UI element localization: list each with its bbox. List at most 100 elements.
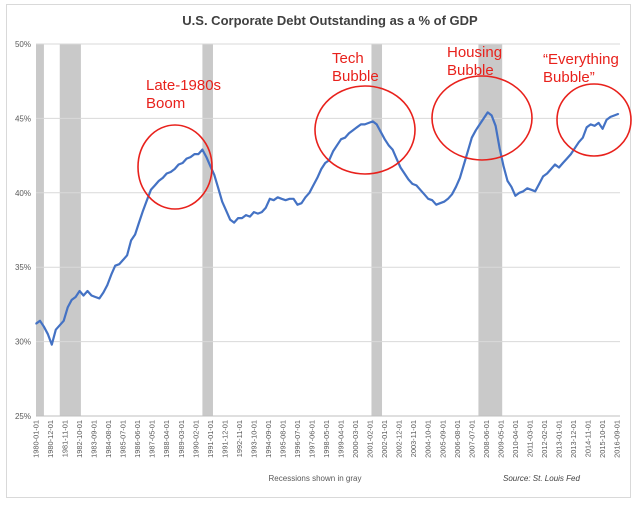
x-tick-label-10: 1989-03-01 [177, 420, 186, 458]
x-tick-label-20: 1998-05-01 [322, 420, 331, 458]
data-point [134, 233, 136, 236]
data-point [506, 180, 509, 182]
x-tick-label-21: 1999-04-01 [337, 420, 346, 458]
data-point [205, 156, 208, 158]
data-point [150, 189, 152, 191]
annotation-ellipse [431, 75, 533, 161]
data-point [498, 147, 501, 149]
data-point [78, 290, 81, 292]
data-point [391, 148, 394, 151]
data-point [439, 202, 441, 204]
data-point [399, 166, 402, 169]
x-tick-label-12: 1991-01-01 [206, 420, 215, 458]
data-point [411, 183, 414, 185]
data-point [546, 172, 548, 175]
x-tick-label-27: 2004-10-01 [424, 420, 433, 458]
annotation-label: Bubble [447, 62, 494, 79]
data-point [372, 120, 374, 123]
data-point [265, 206, 267, 209]
x-tick-label-7: 1986-06-01 [133, 420, 142, 458]
data-point [451, 193, 453, 196]
data-point [471, 136, 473, 139]
data-point [562, 162, 564, 164]
plot-area [35, 111, 620, 346]
x-tick-label-1: 1980-12-01 [46, 420, 55, 458]
data-point [566, 157, 568, 160]
data-point [154, 184, 156, 187]
x-tick-label-6: 1985-07-01 [119, 420, 128, 458]
data-point [276, 196, 279, 199]
x-tick-label-32: 2009-05-01 [496, 420, 505, 458]
x-tick-label-0: 1980-01-01 [32, 420, 41, 458]
data-point [364, 123, 366, 126]
y-tick-label-5: 50% [15, 40, 31, 49]
annotation-ellipse [137, 124, 213, 210]
x-tick-label-17: 1995-08-01 [278, 420, 287, 458]
x-tick-label-13: 1991-12-01 [220, 420, 229, 458]
x-tick-label-33: 2010-04-01 [511, 420, 520, 458]
series-line-0 [35, 111, 619, 346]
x-tick-label-36: 2013-01-01 [554, 420, 563, 458]
data-point [467, 150, 469, 152]
annotation-label: Tech [332, 50, 364, 67]
data-point [582, 136, 584, 139]
data-point [296, 203, 299, 206]
data-point [490, 114, 493, 117]
data-point [502, 165, 505, 167]
annotation-label: Late-1980s [146, 77, 221, 94]
data-point [320, 168, 323, 170]
data-point [518, 192, 521, 194]
data-point [55, 328, 57, 331]
data-point [245, 214, 247, 216]
data-point [51, 343, 53, 346]
x-tick-label-39: 2015-10-01 [598, 420, 607, 458]
data-point [106, 284, 109, 286]
data-point [423, 193, 426, 196]
data-point [344, 136, 346, 139]
annotation-label: Housing [447, 44, 502, 61]
data-point [173, 168, 176, 170]
data-point [486, 111, 489, 114]
data-point [348, 132, 350, 135]
data-point [478, 123, 481, 126]
data-point [142, 209, 144, 212]
data-point [165, 172, 168, 175]
x-tick-label-22: 2000-03-01 [351, 420, 360, 458]
data-point [70, 299, 73, 301]
data-point [605, 119, 608, 121]
x-tick-label-31: 2008-06-01 [482, 420, 491, 458]
x-tick-label-37: 2013-12-01 [569, 420, 578, 458]
x-tick-label-4: 1983-09-01 [90, 420, 99, 458]
data-point [534, 190, 536, 193]
data-point [383, 138, 386, 140]
data-point [35, 322, 37, 325]
data-point [340, 138, 342, 140]
data-point [570, 153, 572, 155]
data-point [197, 153, 200, 155]
x-tick-label-14: 1992-11-01 [235, 420, 244, 457]
data-point [269, 198, 271, 200]
data-point [162, 177, 164, 179]
data-point [463, 163, 465, 166]
chart-title: U.S. Corporate Debt Outstanding as a % o… [182, 13, 478, 28]
x-tick-label-26: 2003-11-01 [409, 420, 418, 457]
data-point [300, 202, 303, 204]
data-point [403, 172, 406, 175]
data-point [253, 211, 255, 213]
data-point [185, 157, 188, 160]
data-point [475, 129, 477, 132]
y-tick-label-4: 45% [15, 114, 31, 123]
data-point [138, 221, 140, 224]
data-point [332, 150, 335, 152]
data-point [181, 162, 184, 164]
data-point [542, 175, 544, 178]
data-point [284, 199, 287, 201]
data-point [225, 209, 227, 212]
x-tick-label-19: 1997-06-01 [308, 420, 317, 458]
data-point [169, 171, 172, 173]
